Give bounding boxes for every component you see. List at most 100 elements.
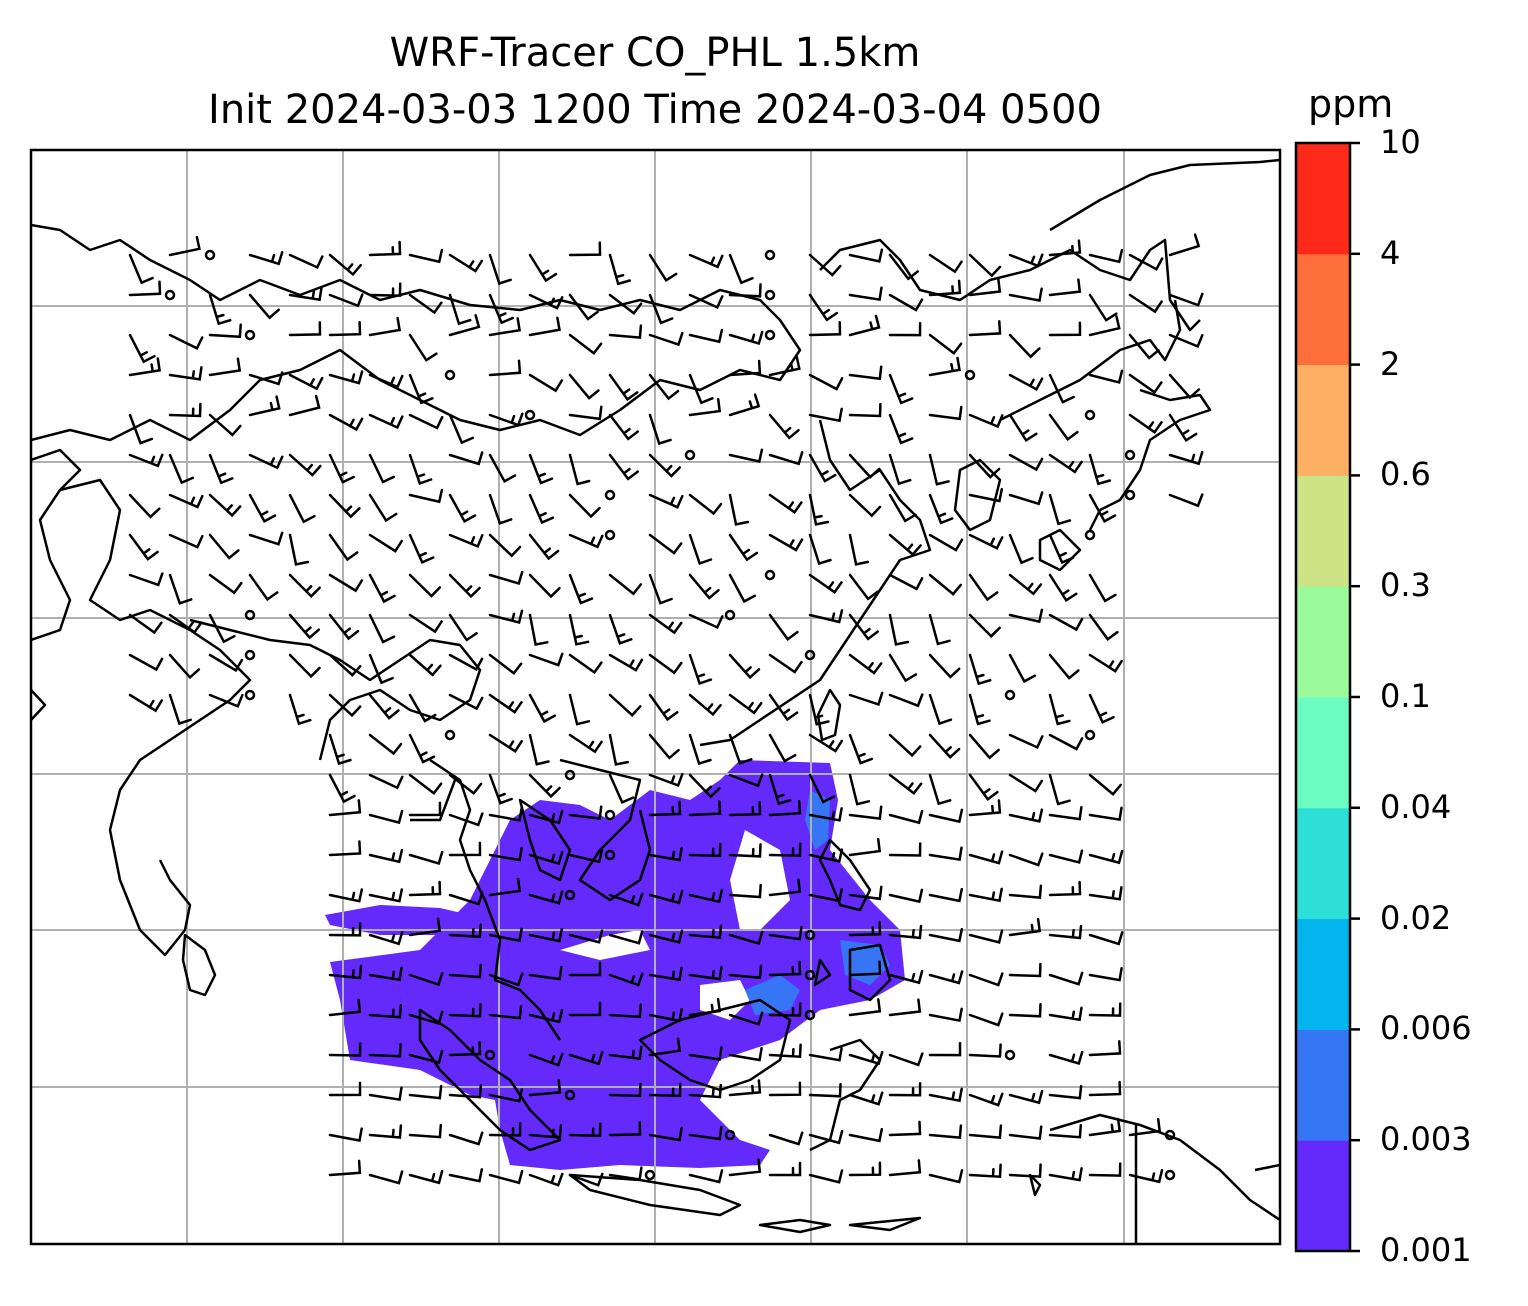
- wind-barb: [408, 413, 444, 430]
- wind-barb: [1168, 292, 1204, 307]
- wind-barb: [1088, 931, 1124, 946]
- wind-barb: [648, 493, 684, 509]
- wind-barb: [1008, 773, 1044, 793]
- wind-barb: [328, 253, 362, 277]
- wind-barb: [608, 930, 644, 945]
- calm-wind-marker: [1084, 529, 1096, 541]
- wind-barb: [408, 1123, 443, 1139]
- wind-barb: [808, 1169, 844, 1184]
- wind-barb: [328, 613, 360, 641]
- wind-barb: [448, 413, 475, 445]
- wind-barb: [968, 1092, 1004, 1107]
- wind-barb: [128, 413, 154, 445]
- wind-barb: [768, 1131, 804, 1146]
- colorbar-swatch: [1296, 1029, 1350, 1141]
- wind-barb: [1088, 693, 1115, 724]
- wind-barb: [768, 1002, 802, 1017]
- wind-barb: [328, 1127, 363, 1142]
- colorbar-tick-label: 0.006: [1380, 1009, 1472, 1048]
- wind-barb: [968, 653, 992, 686]
- wind-barb: [488, 609, 524, 625]
- calm-wind-marker: [804, 929, 816, 941]
- wind-barb: [448, 533, 484, 549]
- wind-barb: [448, 314, 481, 337]
- wind-barb: [768, 355, 801, 377]
- wind-barb: [568, 1172, 604, 1187]
- wind-barb: [1048, 373, 1075, 404]
- wind-barb: [1128, 333, 1160, 360]
- wind-barb: [488, 493, 513, 525]
- wind-barb: [528, 928, 564, 943]
- wind-barb: [768, 413, 800, 440]
- wind-barb: [928, 279, 962, 297]
- wind-barb: [448, 253, 484, 273]
- wind-barb: [848, 286, 883, 302]
- wind-barb: [448, 1168, 484, 1183]
- wind-barb: [848, 773, 871, 806]
- wind-barb: [408, 1049, 444, 1065]
- wind-barb: [928, 808, 964, 824]
- wind-barb: [688, 1083, 723, 1099]
- wind-barb: [728, 773, 764, 788]
- wind-barb: [408, 971, 444, 987]
- wind-barb: [928, 405, 963, 421]
- wind-barb: [968, 320, 1002, 337]
- wind-barb: [528, 890, 564, 905]
- wind-barb: [368, 1042, 402, 1058]
- wind-barb: [928, 970, 964, 985]
- wind-barb: [448, 573, 481, 599]
- wind-barb: [608, 453, 639, 481]
- wind-barb: [1048, 693, 1071, 726]
- wind-barb: [528, 293, 564, 310]
- wind-barb: [368, 1124, 403, 1139]
- wind-barb: [1048, 493, 1072, 526]
- wind-barb: [728, 253, 754, 285]
- wind-barb: [808, 493, 830, 526]
- wind-barb: [208, 533, 240, 560]
- wind-barb: [688, 693, 722, 717]
- wind-barb: [528, 773, 561, 799]
- wind-barb: [488, 1088, 524, 1103]
- wind-barb: [448, 1040, 482, 1057]
- wind-barb: [648, 929, 684, 944]
- wind-barb: [328, 1159, 362, 1177]
- wind-barb: [248, 251, 284, 266]
- wind-barb: [848, 691, 884, 706]
- wind-barb: [808, 888, 844, 903]
- wind-barb: [808, 1083, 842, 1098]
- wind-barb: [848, 613, 879, 641]
- wind-barb: [528, 493, 555, 525]
- wind-barb: [848, 1050, 884, 1066]
- wind-barb: [128, 493, 161, 519]
- wind-barb: [608, 972, 644, 987]
- wind-barb: [928, 533, 964, 552]
- wind-barbs: [128, 233, 1204, 1187]
- wind-barb: [608, 1045, 643, 1061]
- wind-barb: [408, 1169, 444, 1185]
- wind-barb: [568, 293, 599, 321]
- wind-barb: [208, 693, 244, 708]
- wind-barb: [448, 653, 484, 672]
- wind-barb: [688, 253, 724, 269]
- wind-barb: [688, 1169, 724, 1184]
- wind-barb: [928, 927, 964, 943]
- wind-barb: [368, 966, 403, 982]
- wind-barb: [488, 927, 523, 943]
- wind-barb: [248, 531, 284, 546]
- wind-barb: [408, 613, 443, 634]
- wind-barb: [728, 393, 761, 417]
- wind-barb: [1088, 369, 1124, 384]
- wind-barb: [808, 733, 844, 753]
- wind-barb: [608, 733, 629, 766]
- colorbar-tick-label: 0.1: [1380, 677, 1431, 715]
- wind-barb: [728, 1079, 762, 1097]
- wind-barb: [1048, 1006, 1083, 1022]
- wind-barb: [768, 960, 802, 977]
- wind-barb: [888, 969, 924, 985]
- wind-barb: [1048, 971, 1084, 986]
- calm-wind-marker: [764, 329, 776, 341]
- calm-wind-marker: [244, 689, 256, 701]
- wind-barb: [128, 693, 164, 713]
- wind-barb: [488, 317, 522, 337]
- wind-barb: [1088, 315, 1121, 337]
